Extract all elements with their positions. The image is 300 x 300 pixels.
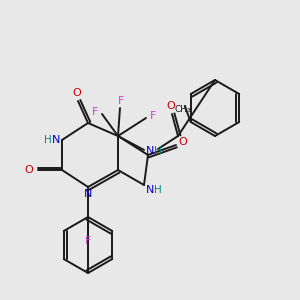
Text: O: O	[178, 137, 188, 147]
Text: O: O	[25, 165, 33, 175]
Text: CH₃: CH₃	[174, 106, 191, 115]
Text: O: O	[73, 88, 81, 98]
Text: F: F	[150, 111, 156, 121]
Text: N: N	[146, 185, 154, 195]
Text: H: H	[154, 185, 162, 195]
Text: F: F	[85, 236, 91, 246]
Text: F: F	[118, 96, 124, 106]
Text: N: N	[84, 189, 92, 199]
Text: N: N	[52, 135, 60, 145]
Text: O: O	[167, 101, 176, 111]
Text: N: N	[146, 146, 154, 156]
Text: H: H	[44, 135, 52, 145]
Text: H: H	[154, 146, 162, 156]
Text: F: F	[92, 107, 98, 117]
